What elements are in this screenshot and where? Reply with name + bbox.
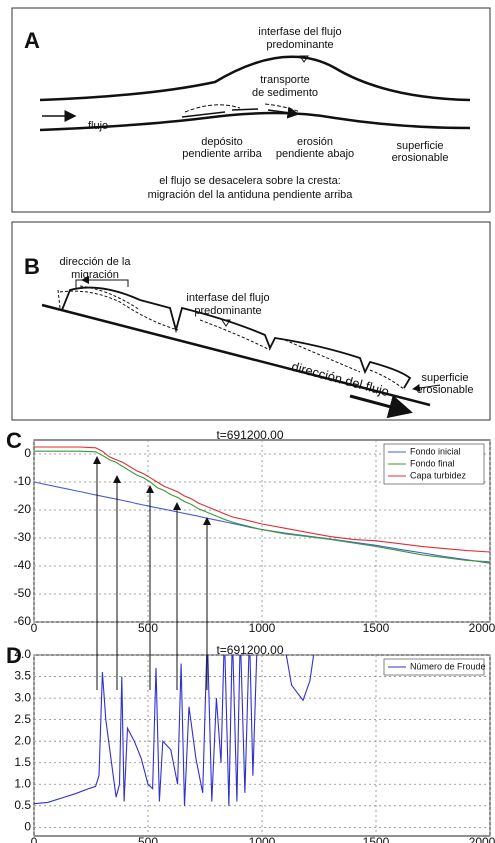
label: erosionable (417, 384, 474, 396)
interface-curve (39, 55, 471, 102)
label: erosionable (392, 152, 449, 164)
y-tick-label: 4.0 (14, 647, 31, 661)
x-tick-label: 1500 (363, 835, 390, 843)
label: pendiente arriba (182, 148, 262, 160)
panel-label: C (6, 428, 22, 453)
line (34, 655, 315, 806)
caption: el flujo se desacelera sobre la cresta: (159, 175, 341, 187)
series-group (34, 446, 490, 564)
surface-arrow (412, 384, 441, 392)
panel-label: A (24, 28, 40, 53)
label: transporte (260, 74, 310, 86)
x-tick-label: 1500 (363, 621, 390, 635)
y-tick-label: -60 (14, 614, 32, 628)
y-tick-label: 0.5 (14, 798, 31, 812)
label: depósito (201, 136, 243, 148)
x-tick-label: 0 (31, 835, 38, 843)
line (34, 481, 490, 564)
label: flujo (88, 120, 108, 132)
label: superficie (421, 372, 468, 384)
y-tick-label: -50 (14, 586, 32, 600)
migration-bracket (75, 279, 129, 288)
y-tick-label: 1.5 (14, 755, 31, 769)
x-tick-label: 1000 (249, 835, 276, 843)
y-tick-label: -10 (14, 474, 32, 488)
y-tick-label: -40 (14, 558, 32, 572)
y-tick-label: -30 (14, 530, 32, 544)
x-tick-label: 1000 (249, 621, 276, 635)
label: pendiente abajo (276, 148, 354, 160)
x-tick-label: 2000 (469, 835, 495, 843)
flow-arrow (349, 394, 413, 419)
legend-box (383, 658, 485, 676)
frame (11, 7, 491, 213)
legend-label: Fondo inicial (410, 446, 461, 456)
x-tick-label: 0 (31, 621, 38, 635)
label: predominante (266, 39, 333, 51)
y-tick-label: -20 (14, 502, 32, 516)
label: de sedimento (252, 87, 318, 99)
y-tick-label: 2.0 (14, 733, 31, 747)
panel-a: A interfase del flujo predominante trans… (11, 7, 491, 213)
legend-label: Número de Froude (410, 661, 486, 671)
y-tick-label: 0 (24, 446, 31, 460)
series-group (34, 655, 315, 806)
y-tick-label: 3.5 (14, 669, 31, 683)
y-tick-label: 3.0 (14, 690, 31, 704)
y-tick-label: 1.0 (14, 776, 31, 790)
y-tick-label: 0 (24, 820, 31, 834)
label: interfase del flujo (186, 292, 269, 304)
x-tick-label: 2000 (469, 621, 495, 635)
interface-marker (221, 319, 231, 327)
line (34, 450, 490, 563)
label: erosión (297, 136, 333, 148)
label: dirección del flujo (290, 359, 391, 399)
x-tick-label: 500 (138, 835, 158, 843)
chart-title: t=691200.00 (216, 428, 283, 442)
panel-label: D (6, 643, 22, 668)
panel-b: B dirección de la migración interfase de… (11, 221, 491, 421)
dashed-bed (184, 103, 301, 113)
panel-label: B (24, 254, 40, 279)
legend-label: Fondo final (410, 458, 455, 468)
bedform (61, 286, 412, 389)
chart-title: t=691200.00 (216, 643, 283, 657)
crest-arrows (93, 456, 211, 690)
interface-marker (299, 55, 309, 63)
caption: migración del la antiduna pendiente arri… (148, 189, 354, 201)
label: interfase del flujo (258, 26, 341, 38)
x-tick-label: 500 (138, 621, 158, 635)
bed-curve (39, 111, 471, 132)
legend-label: Capa turbidez (410, 470, 467, 480)
slope-line (41, 303, 431, 407)
label: predominante (194, 305, 261, 317)
line (34, 446, 490, 553)
label: dirección de la (60, 256, 132, 268)
frame (11, 221, 491, 421)
y-tick-label: 2.5 (14, 712, 31, 726)
label: superficie (396, 140, 443, 152)
dashed-bedforms (57, 285, 406, 391)
label: migración (71, 269, 119, 281)
sediment-arrows (181, 109, 298, 117)
